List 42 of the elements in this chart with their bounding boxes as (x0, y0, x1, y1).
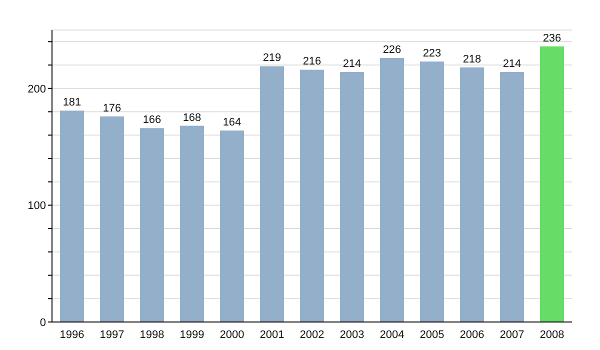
data-label: 166 (142, 114, 162, 126)
data-label: 216 (302, 56, 322, 68)
x-tick-label: 2008 (540, 328, 564, 341)
bar (300, 70, 324, 322)
bar (340, 72, 364, 322)
data-label: 236 (542, 32, 562, 44)
data-label: 164 (222, 116, 242, 128)
x-tick-label: 2004 (380, 328, 404, 341)
x-tick-label: 2002 (300, 328, 324, 341)
data-label: 214 (342, 58, 362, 70)
bar (380, 58, 404, 322)
bar (540, 46, 564, 322)
x-tick-label: 2003 (340, 328, 364, 341)
x-tick-label: 2006 (460, 328, 484, 341)
bar (140, 128, 164, 322)
bar (180, 126, 204, 322)
data-label: 218 (462, 53, 482, 66)
bar (60, 110, 84, 322)
bar (260, 66, 284, 322)
bar (100, 116, 124, 322)
data-label: 168 (182, 112, 202, 124)
bar (420, 62, 444, 322)
bar (500, 72, 524, 322)
data-label: 181 (62, 96, 82, 109)
x-tick-label: 1996 (60, 328, 84, 341)
data-label: 223 (422, 48, 442, 60)
y-tick-label: 0 (40, 316, 46, 329)
data-label: 176 (102, 102, 122, 114)
x-tick-label: 1998 (140, 328, 164, 341)
data-label: 214 (502, 58, 522, 70)
x-tick-label: 1999 (180, 328, 204, 341)
bar (220, 130, 244, 322)
y-tick-label: 200 (28, 83, 46, 96)
bar (460, 67, 484, 322)
x-tick-label: 2001 (260, 328, 284, 341)
data-label: 226 (382, 44, 402, 56)
data-label: 219 (262, 52, 282, 64)
x-tick-label: 1997 (100, 328, 124, 341)
y-tick-label: 100 (28, 200, 46, 212)
x-tick-label: 2000 (220, 328, 244, 341)
x-tick-label: 2007 (500, 328, 524, 341)
x-tick-label: 2005 (420, 328, 444, 341)
